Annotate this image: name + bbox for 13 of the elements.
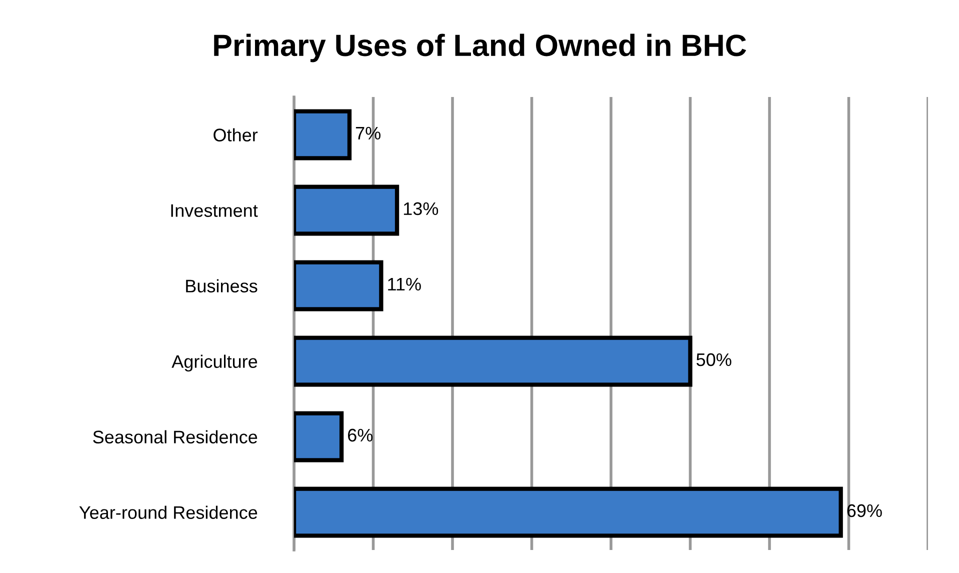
y-tick-label: Year-round Residence	[79, 506, 258, 519]
data-label: 50%	[696, 353, 732, 366]
y-tick-label: Business	[186, 279, 258, 292]
data-label: 11%	[388, 278, 421, 291]
data-label: 69%	[847, 504, 882, 518]
chart-title: Primary Uses of Land Owned in BHC	[214, 34, 746, 62]
data-label: 7%	[356, 126, 380, 140]
y-tick-label: Agriculture	[172, 354, 258, 372]
data-label: 6%	[348, 428, 373, 442]
y-tick-label: Seasonal Residence	[93, 430, 258, 444]
y-tick-label: Other	[214, 128, 258, 142]
y-tick-label: Investment	[171, 204, 258, 217]
data-label: 13%	[404, 202, 438, 216]
